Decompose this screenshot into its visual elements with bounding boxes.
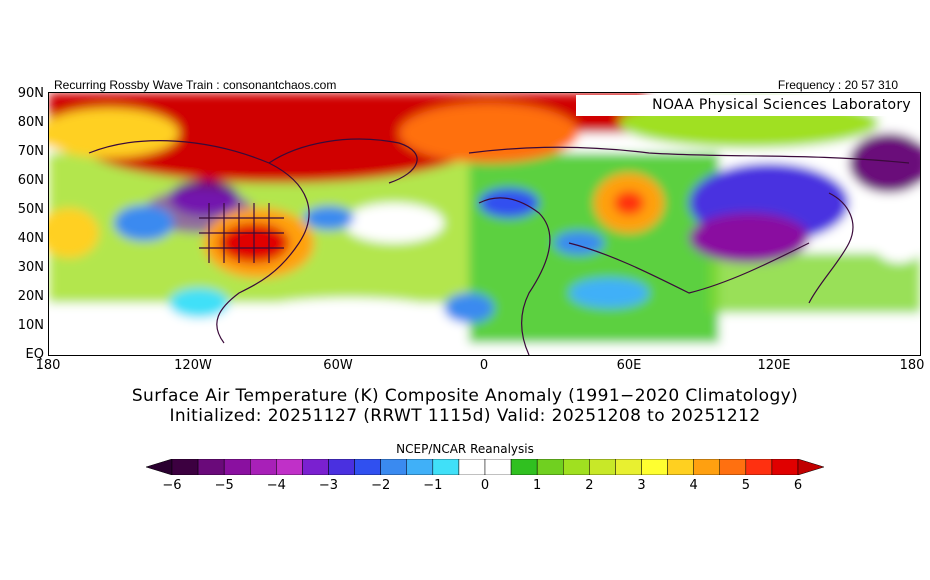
colorbar-swatch xyxy=(693,459,721,475)
colorbar-swatch xyxy=(667,459,694,475)
colorbar-tick-label: −6 xyxy=(162,478,182,493)
colorbar-swatch xyxy=(354,459,381,475)
colorbar-swatch xyxy=(484,459,512,475)
lat-label-80n: 80N xyxy=(17,115,44,130)
colorbar-swatch xyxy=(510,459,538,475)
map-canvas xyxy=(49,93,920,355)
header-source-label: Recurring Rossby Wave Train : consonantc… xyxy=(54,78,337,92)
colorbar-swatch xyxy=(171,459,199,475)
colorbar-source-label: NCEP/NCAR Reanalysis xyxy=(396,442,534,456)
lat-label-20n: 20N xyxy=(17,289,44,304)
lon-label-180e: 180 xyxy=(899,358,925,373)
colorbar-tick-label: −5 xyxy=(214,478,234,493)
colorbar-swatch xyxy=(432,459,460,475)
colorbar-swatch xyxy=(458,459,486,475)
temperature-anomaly-map xyxy=(48,92,921,356)
coastline-overlay xyxy=(88,138,910,355)
colorbar-swatch xyxy=(641,459,668,475)
colorbar-tick-label: 3 xyxy=(637,478,646,493)
colorbar-swatch xyxy=(745,459,773,475)
colorbar-swatch xyxy=(719,459,747,475)
colorbar-high-arrow xyxy=(797,459,824,475)
lat-label-50n: 50N xyxy=(17,202,44,217)
colorbar-tick-label: −1 xyxy=(423,478,443,493)
colorbar-swatch xyxy=(250,459,277,475)
lat-label-10n: 10N xyxy=(17,318,44,333)
lat-label-30n: 30N xyxy=(17,260,44,275)
colorbar-swatch xyxy=(615,459,642,475)
lon-label-120e: 120E xyxy=(757,358,791,373)
lon-label-0: 0 xyxy=(479,358,489,373)
colorbar-tick-label: 5 xyxy=(741,478,750,493)
colorbar-swatch xyxy=(223,459,251,475)
colorbar-swatch xyxy=(563,459,590,475)
color-scale-bar xyxy=(146,459,824,475)
header-frequency-label: Frequency : 20 57 310 xyxy=(777,78,898,92)
lon-label-120w: 120W xyxy=(174,358,212,373)
colorbar-swatch xyxy=(589,459,616,475)
colorbar-tick-label: 0 xyxy=(480,478,490,493)
map-title-line-1: Surface Air Temperature (K) Composite An… xyxy=(131,386,799,406)
colorbar-tick-label: 4 xyxy=(689,478,698,493)
colorbar-tick-label: 6 xyxy=(793,478,803,493)
map-title-line-2: Initialized: 20251127 (RRWT 1115d) Valid… xyxy=(169,406,761,426)
lat-label-60n: 60N xyxy=(17,173,44,188)
noaa-badge: NOAA Physical Sciences Laboratory xyxy=(576,95,917,116)
lat-label-eq: EQ xyxy=(25,347,44,362)
lon-label-60w: 60W xyxy=(323,358,353,373)
colorbar-swatch xyxy=(536,459,564,475)
colorbar-swatch xyxy=(197,459,225,475)
anomaly-field xyxy=(49,93,920,355)
lat-label-70n: 70N xyxy=(17,144,44,159)
colorbar-tick-label: 2 xyxy=(585,478,594,493)
colorbar-tick-label: 1 xyxy=(533,478,542,493)
colorbar-tick-label: −4 xyxy=(266,478,286,493)
lat-label-40n: 40N xyxy=(17,231,44,246)
colorbar-tick-label: −2 xyxy=(371,478,391,493)
lon-label-60e: 60E xyxy=(616,358,642,373)
colorbar-swatch xyxy=(380,459,408,475)
lon-label-180w: 180 xyxy=(35,358,61,373)
colorbar-swatch xyxy=(328,459,355,475)
colorbar-swatch xyxy=(276,459,303,475)
colorbar-low-arrow xyxy=(146,459,173,475)
lat-label-90n: 90N xyxy=(17,86,44,101)
colorbar-swatch xyxy=(302,459,329,475)
colorbar-tick-label: −3 xyxy=(318,478,339,493)
colorbar-swatch xyxy=(771,459,799,475)
colorbar-swatch xyxy=(406,459,434,475)
